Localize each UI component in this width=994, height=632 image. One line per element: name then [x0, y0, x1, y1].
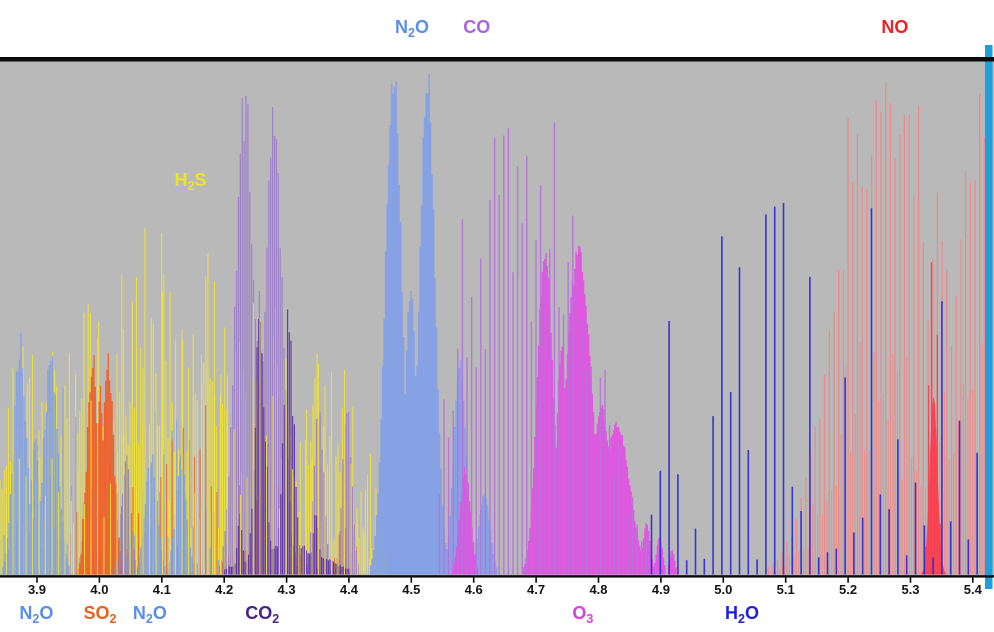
- x-tick-label: 4.0: [90, 582, 108, 597]
- gas-label-bottom-o3: O3: [572, 603, 593, 626]
- gas-label-bottom-co2: CO2: [245, 603, 279, 626]
- band-h2s-over: [0, 281, 372, 575]
- x-tick-label: 4.9: [652, 582, 670, 597]
- x-tick-label: 4.6: [465, 582, 483, 597]
- x-tick-label: 5.3: [901, 582, 919, 597]
- x-tick-label: 4.4: [340, 582, 359, 597]
- gas-label-top-n2o: N2O: [395, 17, 429, 40]
- x-tick-label: 4.3: [278, 582, 296, 597]
- gas-label-top-co: CO: [463, 17, 490, 37]
- band-no-red-lines: [925, 262, 941, 575]
- x-tick-label: 5.4: [964, 582, 983, 597]
- gas-label-bottom-n2o: N2O: [133, 603, 167, 626]
- gas-label-bottom-so2: SO2: [84, 603, 117, 626]
- gas-label-bottom-h2o: H2O: [725, 603, 759, 626]
- x-tick-label: 4.7: [527, 582, 545, 597]
- gas-label-inside-h2s: H2S: [175, 170, 207, 193]
- gas-label-top-no: NO: [881, 17, 908, 37]
- x-tick-label: 4.5: [402, 582, 420, 597]
- x-tick-label: 5.0: [714, 582, 732, 597]
- x-tick-label: 4.1: [153, 582, 171, 597]
- band-h2o: [650, 202, 987, 575]
- gas-label-bottom-n2o: N2O: [19, 603, 53, 626]
- x-axis-line: [0, 575, 994, 578]
- x-tick-label: 5.2: [839, 582, 857, 597]
- x-axis-tick-marks: [36, 577, 974, 583]
- x-tick-label: 4.8: [589, 582, 607, 597]
- x-tick-label: 4.2: [215, 582, 233, 597]
- x-tick-label: 3.9: [28, 582, 46, 597]
- plot-top-border: [0, 57, 994, 62]
- x-tick-label: 5.1: [777, 582, 795, 597]
- band-right-edge-bar: [985, 45, 993, 589]
- band-co: [438, 122, 666, 575]
